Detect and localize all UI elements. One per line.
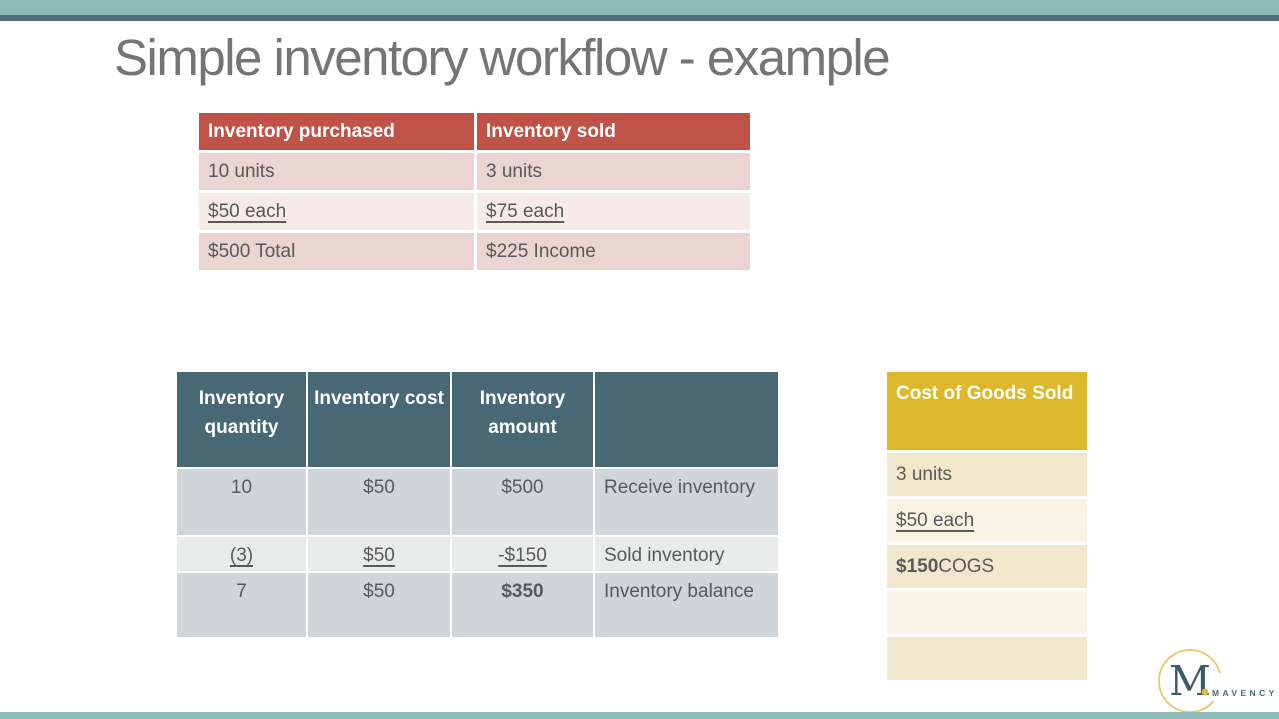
inventory-ledger-table: Inventory quantity Inventory cost Invent… xyxy=(177,372,778,637)
cogs-cell-units: 3 units xyxy=(887,453,1087,496)
cogs-cell-each: $50 each xyxy=(887,499,1087,542)
underlined-value: -$150 xyxy=(498,545,547,566)
ledger-cell-desc-sold: Sold inventory xyxy=(595,537,778,571)
table-cell-income-sold: $225 Income xyxy=(477,233,750,270)
top-accent-strip xyxy=(0,15,1279,21)
ledger-header-amount: Inventory amount xyxy=(452,372,593,467)
ledger-cell-cost-balance: $50 xyxy=(308,573,450,637)
ledger-cell-amount-receive: $500 xyxy=(452,469,593,535)
logo-monogram: M xyxy=(1169,657,1211,705)
bottom-bar xyxy=(0,712,1279,719)
table-cell-price-each-sold: $75 each xyxy=(477,193,750,230)
ledger-cell-cost-sold: $50 xyxy=(308,537,450,571)
cogs-header: Cost of Goods Sold xyxy=(887,372,1087,450)
cogs-total-amount: $150 xyxy=(896,555,939,577)
ledger-cell-amount-sold: -$150 xyxy=(452,537,593,571)
underlined-value: (3) xyxy=(229,545,254,566)
purchase-sold-table: Inventory purchased Inventory sold 10 un… xyxy=(199,113,750,270)
underlined-value: $50 each xyxy=(896,509,975,531)
ledger-cell-cost-receive: $50 xyxy=(308,469,450,535)
cogs-cell-total: $150 COGS xyxy=(887,545,1087,588)
slide-title: Simple inventory workflow - example xyxy=(114,29,891,86)
underlined-value: $50 xyxy=(363,545,395,566)
cogs-total-label: COGS xyxy=(938,555,995,577)
ledger-cell-desc-balance: Inventory balance xyxy=(595,573,778,637)
top-bar xyxy=(0,0,1279,15)
underlined-value: $50 each xyxy=(208,200,287,222)
logo-dot-icon xyxy=(1201,688,1209,696)
mavency-logo: M MAVENCY xyxy=(1158,649,1278,713)
cogs-cell-empty xyxy=(887,637,1087,680)
ledger-cell-qty-balance: 7 xyxy=(177,573,306,637)
table-cell-total-purchased: $500 Total xyxy=(199,233,474,270)
ledger-cell-desc-receive: Receive inventory xyxy=(595,469,778,535)
ledger-cell-qty-sold: (3) xyxy=(177,537,306,571)
ledger-header-cost: Inventory cost xyxy=(308,372,450,467)
cogs-table: Cost of Goods Sold 3 units $50 each $150… xyxy=(887,372,1087,680)
ledger-cell-amount-balance: $350 xyxy=(452,573,593,637)
ledger-header-blank xyxy=(595,372,778,467)
ledger-header-quantity: Inventory quantity xyxy=(177,372,306,467)
table-cell-units-purchased: 10 units xyxy=(199,153,474,190)
logo-wordmark: MAVENCY xyxy=(1212,688,1278,698)
purchase-table-header-sold: Inventory sold xyxy=(477,113,750,150)
table-cell-cost-each-purchased: $50 each xyxy=(199,193,474,230)
ledger-cell-qty-receive: 10 xyxy=(177,469,306,535)
purchase-table-header-purchased: Inventory purchased xyxy=(199,113,474,150)
underlined-value: $75 each xyxy=(486,200,565,222)
cogs-cell-empty xyxy=(887,591,1087,634)
table-cell-units-sold: 3 units xyxy=(477,153,750,190)
